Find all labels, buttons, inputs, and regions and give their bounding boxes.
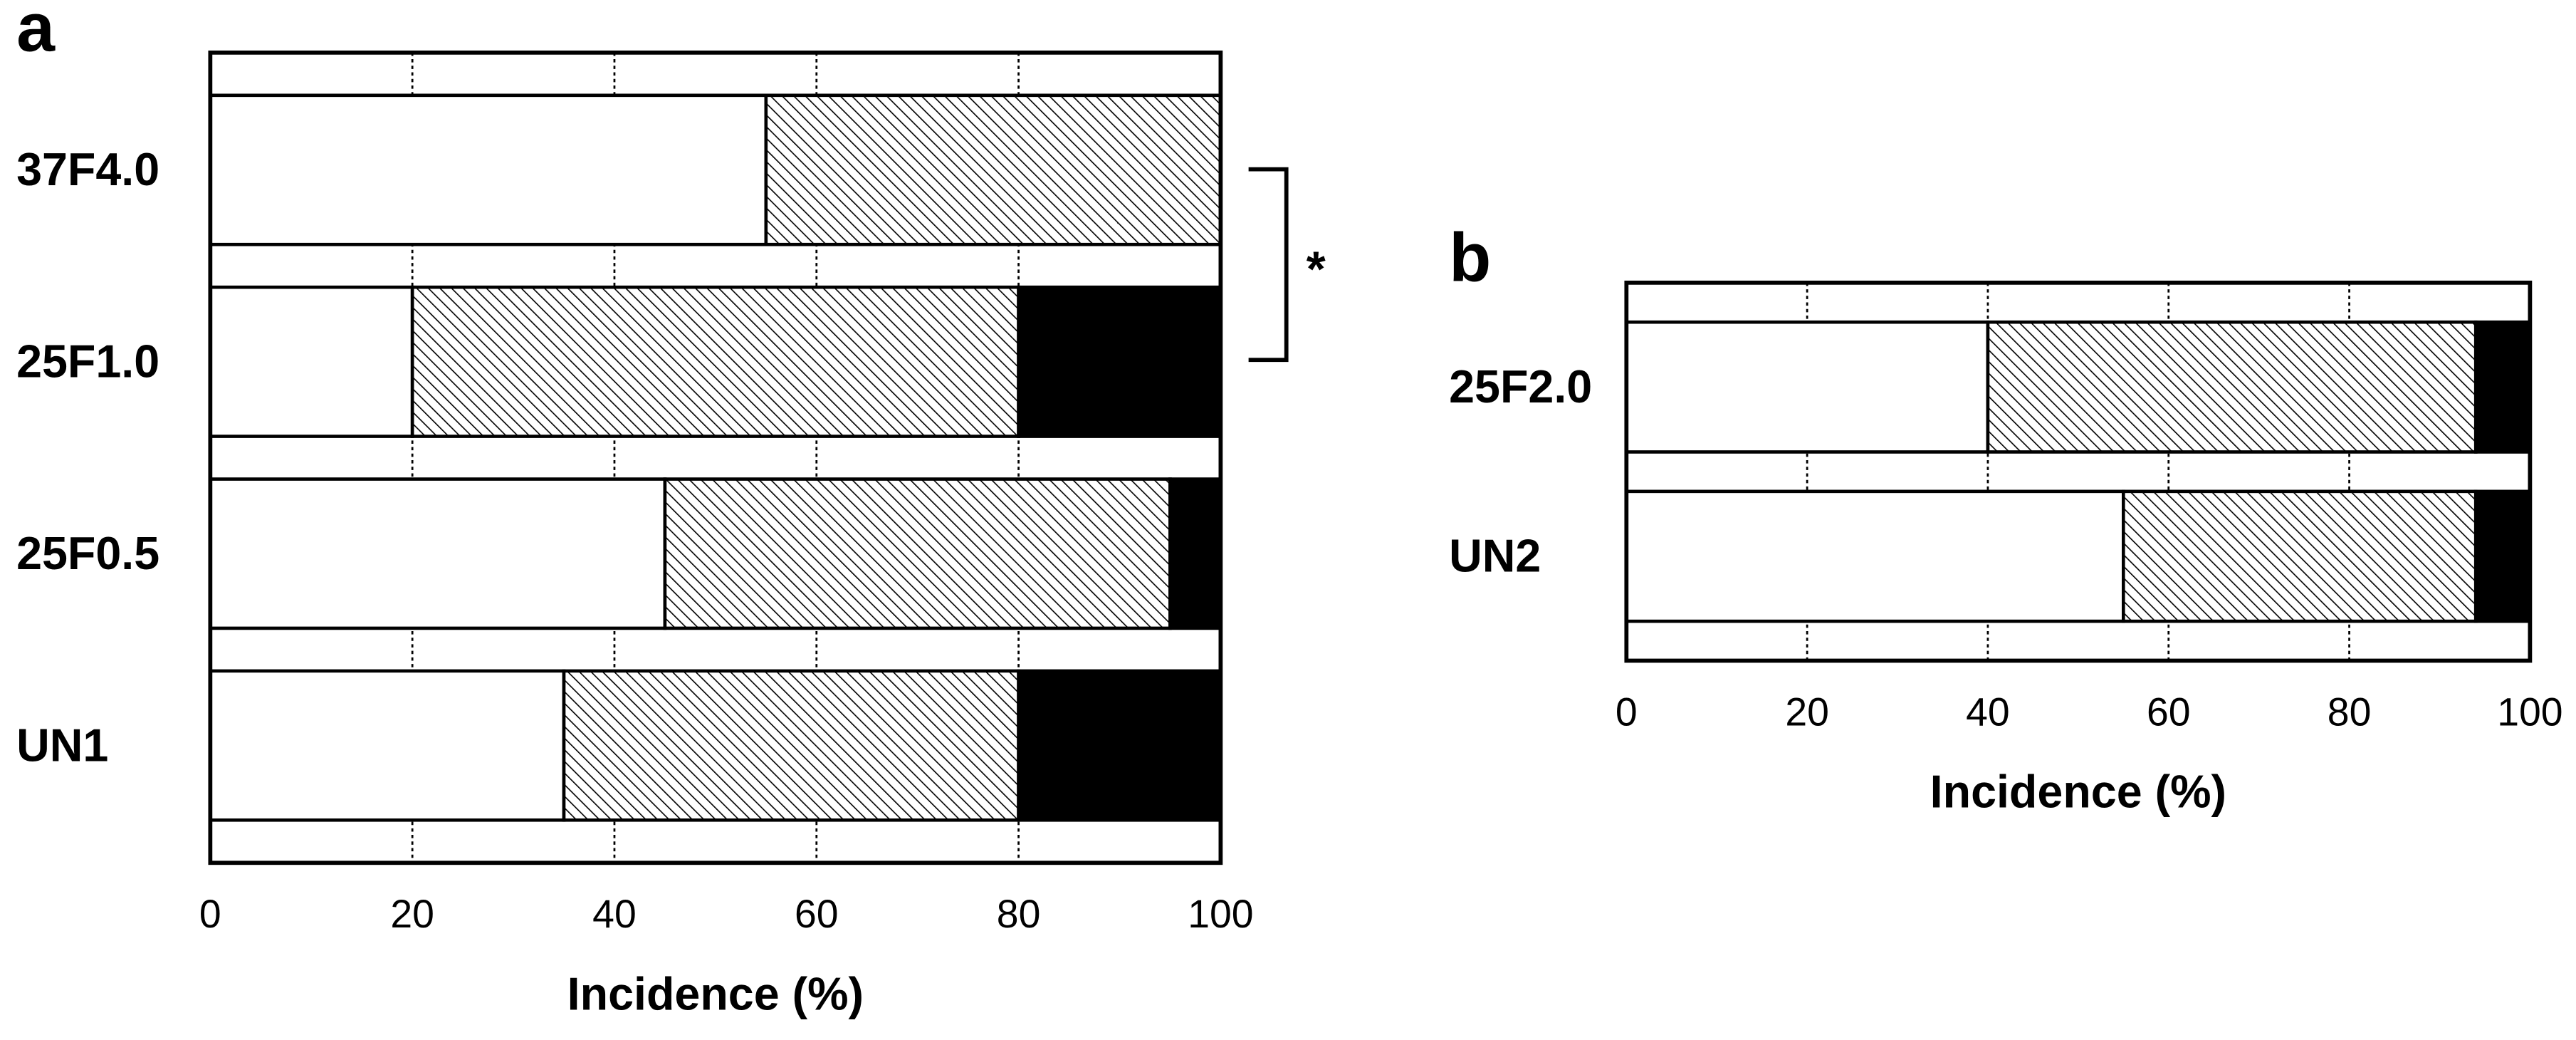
bar-segment — [2122, 489, 2478, 623]
x-tick-label: 40 — [1966, 690, 2010, 734]
category-label: UN1 — [16, 719, 108, 771]
x-tick-label: 60 — [2147, 690, 2191, 734]
x-axis-label: Incidence (%) — [567, 969, 864, 1020]
x-tick-label: 100 — [2497, 690, 2562, 734]
bar-segment — [2473, 320, 2532, 454]
bar-segment — [410, 285, 1020, 438]
bar-segment — [1017, 669, 1222, 822]
plot-frame — [1624, 280, 2533, 663]
x-tick-label: 60 — [795, 892, 839, 936]
x-tick-label: 0 — [1616, 690, 1638, 734]
x-axis-label: Incidence (%) — [1930, 766, 2226, 818]
x-tick-label: 80 — [997, 892, 1041, 936]
bar-segment — [2473, 489, 2532, 623]
bar-segment — [1625, 489, 2125, 623]
category-label: 37F4.0 — [16, 144, 159, 195]
bar-segment — [663, 477, 1172, 630]
x-tick-label: 0 — [199, 892, 221, 936]
x-tick-label: 20 — [1785, 690, 1829, 734]
bar-segment — [562, 669, 1020, 822]
category-label: 25F2.0 — [1449, 361, 1592, 412]
bar-segment — [764, 93, 1222, 246]
x-tick-label: 20 — [390, 892, 434, 936]
category-label: 25F0.5 — [16, 528, 159, 579]
panel-label: a — [16, 0, 56, 66]
x-tick-label: 80 — [2328, 690, 2372, 734]
bar-segment — [209, 669, 566, 822]
category-label: UN2 — [1449, 531, 1541, 582]
bar-segment — [209, 285, 414, 438]
x-tick-label: 100 — [1188, 892, 1253, 936]
panel-label: b — [1449, 219, 1491, 296]
plot-frame — [208, 50, 1223, 865]
bar-segment — [1986, 320, 2478, 454]
category-label: 25F1.0 — [16, 336, 159, 388]
bar-segment — [209, 93, 768, 246]
significance-bracket — [1248, 167, 1289, 363]
bar-segment — [1625, 320, 1990, 454]
bar-segment — [209, 477, 667, 630]
x-tick-label: 40 — [592, 892, 637, 936]
bar-segment — [1017, 285, 1222, 438]
bar-segment — [1168, 477, 1222, 630]
annotation: * — [1307, 241, 1326, 296]
